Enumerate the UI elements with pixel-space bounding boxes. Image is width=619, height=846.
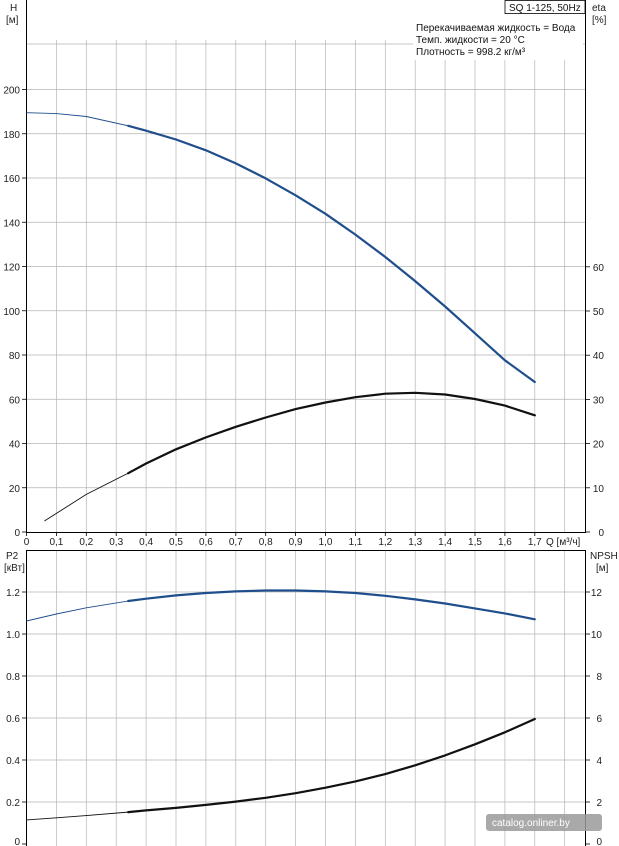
p2-axis-ticks: 0 0.2 0.4 0.6 0.8 1.0 1.2 — [6, 588, 26, 846]
q-tick-label: 0,6 — [199, 537, 213, 548]
h-tick-label: 120 — [3, 263, 20, 274]
p2-tick-label: 0.6 — [6, 714, 20, 725]
h-tick-label: 60 — [9, 395, 21, 406]
eta-axis-label: eta — [592, 3, 606, 14]
p2-axis-label: P2 — [6, 551, 19, 562]
bottom-grid — [26, 550, 586, 846]
h-axis-unit: [м] — [6, 15, 19, 26]
q-tick-label: 0,3 — [109, 537, 123, 548]
h-tick-label: 200 — [3, 86, 20, 97]
title-box: SQ 1-125, 50Hz — [504, 0, 586, 14]
q-tick-label: 0,1 — [49, 537, 63, 548]
p2-tick-label: 1.0 — [6, 630, 20, 641]
p2-curve-extrapolated — [26, 600, 129, 622]
bottom-panel: P2 [кВт] NPSH [м] 0 0.2 0.4 0.6 0.8 1.0 1.2 0 2… — [4, 550, 618, 846]
npsh-axis-label: NPSH — [590, 551, 618, 562]
q-axis-ticks: 0 0,1 0,2 0,3 0,4 0,5 0,6 0,7 0,8 0,9 1,0 1,1 1,2 1,3… — [24, 532, 542, 548]
q-tick-label: 0,9 — [289, 537, 303, 548]
p2-tick-label: 0.4 — [6, 756, 20, 767]
bottom-frame — [26, 550, 586, 846]
q-axis-label: Q [м³/ч] — [546, 537, 581, 548]
npsh-curve-extrapolated — [26, 811, 129, 821]
p2-curve — [127, 589, 536, 621]
q-tick-label: 0,4 — [139, 537, 153, 548]
chart-title: SQ 1-125, 50Hz — [509, 3, 581, 14]
q-tick-label: 1,2 — [378, 537, 392, 548]
p2-tick-label: 1.2 — [6, 588, 20, 599]
q-tick-label: 1,1 — [348, 537, 362, 548]
eta-tick-label: 60 — [593, 263, 605, 274]
eta-tick-label: 50 — [593, 307, 605, 318]
top-frame — [26, 0, 586, 533]
npsh-tick-label: 4 — [596, 756, 602, 767]
q-tick-label: 0,5 — [169, 537, 183, 548]
q-tick-label: 0,7 — [229, 537, 243, 548]
eta-tick-label: 40 — [593, 351, 605, 362]
watermark-text: catalog.onliner.by — [492, 818, 570, 829]
npsh-tick-label: 6 — [596, 714, 602, 725]
fluid-info-line: Перекачиваемая жидкость = Вода — [416, 23, 576, 34]
eta-tick-label: 0 — [598, 528, 604, 539]
eta-axis-ticks: 0 10 20 30 40 50 60 — [586, 263, 604, 539]
h-tick-label: 40 — [9, 440, 21, 451]
h-axis-ticks: 0 20 40 60 80 100 120 140 160 180 200 — [3, 86, 26, 539]
h-curve — [127, 124, 536, 384]
eta-tick-label: 30 — [593, 395, 605, 406]
p2-tick-label: 0 — [14, 837, 20, 846]
npsh-tick-label: 2 — [596, 798, 602, 809]
temperature-info-line: Темп. жидкости = 20 °C — [416, 35, 525, 46]
p2-tick-label: 0.8 — [6, 672, 20, 683]
h-tick-label: 80 — [9, 351, 21, 362]
q-tick-label: 1,3 — [408, 537, 422, 548]
density-info-line: Плотность = 998.2 кг/м³ — [416, 47, 526, 58]
npsh-tick-label: 0 — [596, 837, 602, 846]
h-tick-label: 0 — [14, 528, 20, 539]
eta-curve-extrapolated — [44, 472, 129, 522]
h-tick-label: 20 — [9, 484, 21, 495]
p2-axis-unit: [кВт] — [4, 563, 25, 574]
npsh-axis-unit: [м] — [596, 563, 609, 574]
top-series — [26, 112, 536, 522]
npsh-axis-ticks: 0 2 4 6 8 10 12 — [586, 588, 602, 846]
q-tick-label: 1,5 — [468, 537, 482, 548]
watermark: catalog.onliner.by — [486, 814, 602, 831]
h-axis-label: H — [10, 3, 17, 14]
q-tick-label: 1,4 — [438, 537, 452, 548]
q-tick-label: 0 — [24, 537, 30, 548]
top-panel: H [м] eta [%] SQ 1-125, 50Hz Перекачивае… — [3, 0, 607, 548]
h-tick-label: 140 — [3, 218, 20, 229]
npsh-tick-label: 12 — [591, 588, 603, 599]
h-tick-label: 100 — [3, 307, 20, 318]
npsh-tick-label: 10 — [591, 630, 603, 641]
q-tick-label: 0,8 — [259, 537, 273, 548]
eta-axis-unit: [%] — [592, 15, 607, 26]
npsh-tick-label: 8 — [596, 672, 602, 683]
q-tick-label: 1,7 — [528, 537, 542, 548]
bottom-series — [26, 589, 536, 821]
h-tick-label: 180 — [3, 130, 20, 141]
eta-tick-label: 10 — [593, 484, 605, 495]
h-tick-label: 160 — [3, 174, 20, 185]
eta-curve — [127, 391, 536, 475]
q-tick-label: 1,6 — [498, 537, 512, 548]
q-tick-label: 0,2 — [79, 537, 93, 548]
q-tick-label: 1,0 — [319, 537, 333, 548]
p2-tick-label: 0.2 — [6, 798, 20, 809]
eta-tick-label: 20 — [593, 440, 605, 451]
h-curve-extrapolated — [26, 112, 129, 127]
npsh-curve — [127, 717, 536, 814]
fluid-info-box: Перекачиваемая жидкость = Вода Темп. жид… — [413, 18, 583, 60]
